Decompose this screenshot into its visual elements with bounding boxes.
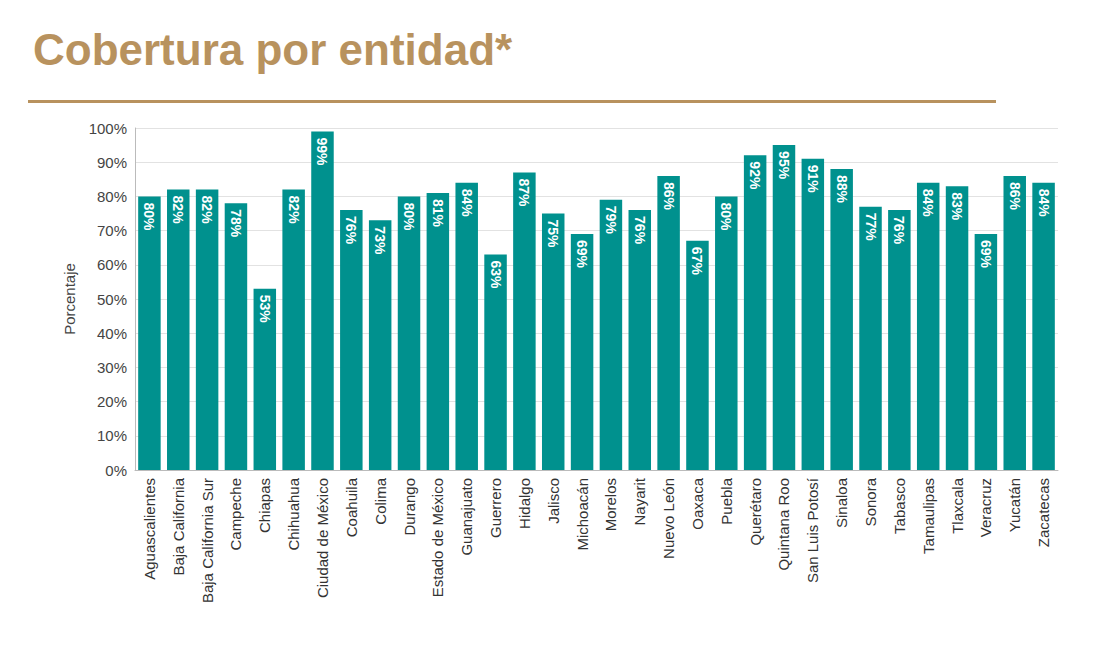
svg-text:30%: 30% [97, 359, 127, 376]
svg-text:63%: 63% [488, 261, 504, 290]
svg-text:Querétaro: Querétaro [747, 478, 764, 546]
svg-text:Guanajuato: Guanajuato [458, 478, 475, 556]
svg-text:83%: 83% [949, 192, 965, 221]
svg-text:20%: 20% [97, 393, 127, 410]
svg-text:70%: 70% [97, 222, 127, 239]
svg-text:69%: 69% [574, 240, 590, 269]
svg-text:Nuevo León: Nuevo León [660, 478, 677, 559]
svg-text:Durango: Durango [401, 478, 418, 536]
svg-text:Nayarit: Nayarit [631, 477, 648, 525]
svg-text:84%: 84% [920, 189, 936, 218]
svg-text:76%: 76% [632, 216, 648, 245]
svg-text:86%: 86% [1007, 182, 1023, 211]
svg-text:Coahuila: Coahuila [343, 477, 360, 537]
svg-text:Yucatán: Yucatán [1006, 478, 1023, 532]
svg-text:88%: 88% [834, 175, 850, 204]
svg-text:73%: 73% [372, 226, 388, 255]
svg-text:84%: 84% [459, 189, 475, 218]
svg-text:Jalisco: Jalisco [545, 478, 562, 524]
svg-text:75%: 75% [545, 220, 561, 249]
svg-text:10%: 10% [97, 427, 127, 444]
svg-text:87%: 87% [516, 178, 532, 207]
svg-text:Veracruz: Veracruz [977, 478, 994, 537]
svg-text:Zacatecas: Zacatecas [1035, 478, 1052, 547]
svg-text:80%: 80% [141, 202, 157, 231]
svg-text:80%: 80% [401, 202, 417, 231]
svg-text:60%: 60% [97, 256, 127, 273]
svg-text:Puebla: Puebla [718, 477, 735, 524]
svg-text:77%: 77% [863, 213, 879, 242]
svg-text:Chiapas: Chiapas [256, 478, 273, 533]
svg-text:53%: 53% [257, 295, 273, 324]
svg-text:Baja California Sur: Baja California Sur [199, 478, 216, 603]
svg-text:81%: 81% [430, 199, 446, 228]
svg-text:79%: 79% [603, 206, 619, 235]
svg-text:76%: 76% [343, 216, 359, 245]
svg-text:80%: 80% [97, 188, 127, 205]
svg-text:Tabasco: Tabasco [891, 478, 908, 534]
svg-text:67%: 67% [689, 247, 705, 276]
svg-text:Quintana Roo: Quintana Roo [775, 478, 792, 571]
svg-text:Chihuahua: Chihuahua [285, 477, 302, 550]
svg-text:86%: 86% [661, 182, 677, 211]
svg-text:82%: 82% [199, 196, 215, 225]
svg-text:San Luis Potosí: San Luis Potosí [804, 477, 821, 583]
svg-text:Sonora: Sonora [862, 477, 879, 526]
svg-text:90%: 90% [97, 154, 127, 171]
svg-text:0%: 0% [105, 462, 127, 479]
svg-text:69%: 69% [978, 240, 994, 269]
svg-text:Ciudad de México: Ciudad de México [314, 478, 331, 598]
svg-text:40%: 40% [97, 325, 127, 342]
svg-text:Cobertura por entidad*: Cobertura por entidad* [33, 25, 513, 74]
svg-text:Sinaloa: Sinaloa [833, 477, 850, 528]
svg-text:Baja California: Baja California [170, 477, 187, 575]
svg-text:Campeche: Campeche [227, 478, 244, 551]
svg-text:Porcentaje: Porcentaje [61, 263, 78, 335]
svg-text:Aguascalientes: Aguascalientes [141, 478, 158, 580]
svg-text:78%: 78% [228, 209, 244, 238]
svg-text:82%: 82% [170, 196, 186, 225]
svg-text:99%: 99% [314, 137, 330, 166]
svg-text:Morelos: Morelos [602, 478, 619, 531]
svg-text:Hidalgo: Hidalgo [516, 478, 533, 529]
svg-text:92%: 92% [747, 161, 763, 190]
svg-text:Michoacán: Michoacán [574, 478, 591, 551]
svg-text:100%: 100% [89, 120, 127, 137]
svg-text:84%: 84% [1036, 189, 1052, 218]
svg-text:Guerrero: Guerrero [487, 478, 504, 538]
svg-text:Estado de México: Estado de México [429, 478, 446, 597]
svg-text:82%: 82% [286, 196, 302, 225]
svg-text:Oaxaca: Oaxaca [689, 477, 706, 529]
svg-text:Tamaulipas: Tamaulipas [920, 478, 937, 554]
svg-text:91%: 91% [805, 165, 821, 194]
svg-text:76%: 76% [891, 216, 907, 245]
svg-text:95%: 95% [776, 151, 792, 180]
svg-text:50%: 50% [97, 291, 127, 308]
svg-text:Tlaxcala: Tlaxcala [949, 477, 966, 534]
svg-text:Colima: Colima [372, 477, 389, 524]
svg-text:80%: 80% [718, 202, 734, 231]
